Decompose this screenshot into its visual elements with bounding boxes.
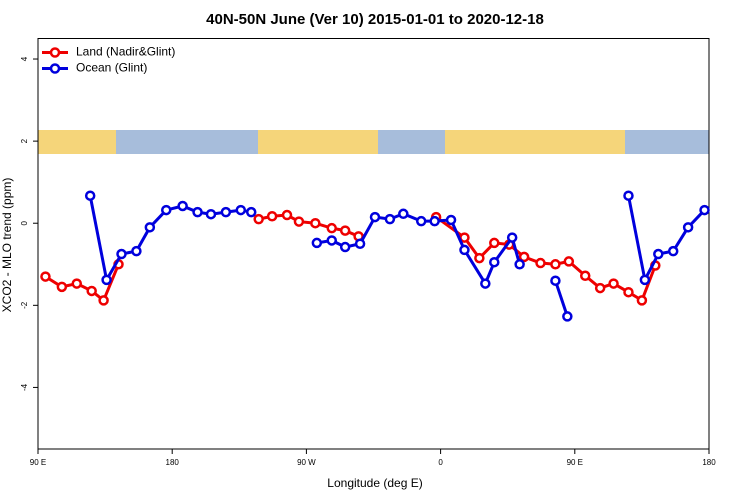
data-point: [326, 222, 337, 234]
data-point: [245, 206, 257, 218]
data-point: [131, 245, 142, 257]
data-point: [116, 248, 127, 260]
map-land: [258, 130, 378, 154]
data-point: [514, 259, 525, 270]
data-point: [667, 245, 679, 257]
legend-label: Land (Nadir&Glint): [76, 45, 175, 59]
data-point: [562, 311, 573, 322]
map-land: [445, 130, 625, 154]
data-point: [594, 282, 606, 294]
data-point: [369, 211, 381, 223]
data-point: [518, 251, 530, 263]
data-point: [682, 222, 694, 233]
data-point: [489, 256, 500, 268]
data-point: [608, 278, 619, 289]
legend-marker: [49, 47, 61, 58]
y-tick-label: 4: [20, 56, 29, 61]
map-strip: [38, 130, 709, 154]
plot-frame: [37, 38, 710, 450]
legend: Land (Nadir&Glint) Ocean (Glint): [42, 45, 175, 75]
data-point: [480, 278, 491, 289]
data-point: [339, 241, 351, 253]
data-point: [235, 204, 247, 216]
data-point: [459, 244, 470, 256]
data-point: [40, 271, 51, 282]
data-point: [84, 190, 96, 201]
data-point: [160, 204, 172, 216]
x-tick-label: 0: [438, 458, 443, 467]
data-point: [550, 275, 561, 286]
x-tick-label: 180: [702, 458, 716, 467]
y-tick-label: -2: [20, 301, 29, 309]
legend-marker: [49, 63, 61, 74]
data-point: [177, 200, 188, 212]
data-point: [384, 213, 396, 225]
data-point: [699, 204, 710, 216]
data-point: [98, 295, 109, 306]
data-point: [398, 208, 409, 220]
data-point: [144, 222, 156, 233]
data-point: [506, 232, 518, 243]
data-point: [293, 216, 305, 227]
data-point: [71, 278, 83, 289]
data-point: [639, 274, 651, 286]
data-point: [623, 190, 634, 201]
x-tick-label: 90 W: [297, 458, 316, 467]
legend-label: Ocean (Glint): [76, 61, 147, 75]
map-land: [38, 130, 116, 154]
series-line: [627, 195, 706, 285]
data-point: [653, 248, 664, 260]
data-point: [311, 237, 323, 249]
y-tick-label: 0: [20, 220, 29, 225]
data-point: [339, 225, 351, 236]
data-point: [579, 270, 591, 282]
data-point: [563, 256, 575, 267]
data-point: [354, 238, 366, 249]
data-point: [253, 213, 264, 225]
x-axis-label: Longitude (deg E): [327, 476, 422, 490]
data-point: [550, 259, 561, 270]
data-point: [445, 214, 457, 226]
data-point: [489, 237, 500, 249]
data-point: [636, 295, 648, 306]
y-tick-label: 2: [20, 138, 29, 143]
data-point: [623, 286, 634, 298]
data-point: [86, 285, 97, 297]
data-point: [220, 206, 232, 218]
data-point: [192, 206, 203, 218]
data-point: [310, 217, 321, 229]
x-tick-label: 90 E: [567, 458, 583, 467]
data-point: [266, 210, 278, 222]
data-point: [415, 215, 427, 227]
data-point: [474, 252, 485, 264]
y-tick-label: -4: [20, 383, 29, 391]
x-tick-label: 180: [166, 458, 180, 467]
data-point: [101, 274, 112, 286]
data-point: [326, 235, 337, 246]
data-point: [429, 215, 440, 227]
data-point: [205, 208, 217, 220]
x-tick-label: 90 E: [30, 458, 46, 467]
data-point: [56, 281, 68, 293]
data-point: [535, 257, 546, 269]
y-axis-label: XCO2 - MLO trend (ppm): [0, 178, 14, 313]
series-line: [553, 280, 569, 317]
data-point: [281, 209, 293, 221]
chart-title: 40N-50N June (Ver 10) 2015-01-01 to 2020…: [206, 11, 544, 28]
